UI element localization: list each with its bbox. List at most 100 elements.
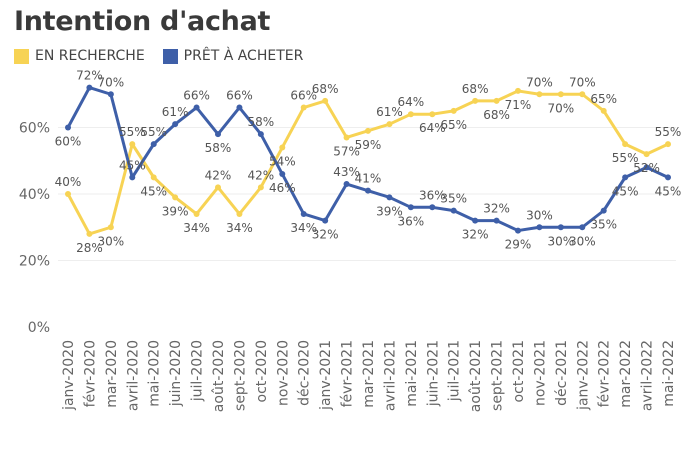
x-tick-label: déc-2021: [554, 340, 570, 406]
data-point: [343, 181, 350, 188]
data-point: [515, 227, 521, 234]
data-point: [65, 124, 71, 131]
data-point: [665, 174, 671, 181]
data-point: [236, 104, 243, 111]
data-label: 45%: [655, 184, 682, 198]
data-point: [86, 230, 93, 237]
data-label: 40%: [55, 175, 82, 189]
data-point: [579, 224, 586, 231]
data-label: 64%: [398, 95, 425, 109]
data-label: 36%: [398, 214, 425, 228]
data-label: 61%: [162, 105, 189, 119]
data-point: [386, 121, 393, 128]
data-label: 72%: [76, 69, 103, 83]
x-tick-label: mai-2022: [661, 340, 677, 407]
data-label: 30%: [548, 234, 575, 248]
legend-label-pret-a-acheter: PRÊT À ACHETER: [183, 48, 304, 64]
data-label: 52%: [633, 161, 660, 175]
data-point: [579, 91, 586, 98]
data-label: 60%: [55, 135, 82, 149]
data-point: [386, 194, 393, 201]
data-point: [150, 141, 157, 148]
x-tick-label: août-2020: [211, 340, 227, 412]
legend-label-en-recherche: EN RECHERCHE: [35, 48, 145, 64]
legend: EN RECHERCHE PRÊT À ACHETER: [14, 48, 321, 64]
data-point: [407, 204, 414, 211]
data-label: 70%: [569, 75, 596, 89]
data-point: [172, 121, 179, 128]
data-point: [536, 91, 543, 98]
data-point: [407, 111, 414, 118]
data-point: [515, 87, 521, 94]
x-tick-label: janv-2022: [575, 340, 591, 411]
data-point: [450, 107, 457, 114]
data-point: [300, 210, 307, 217]
data-point: [472, 217, 479, 224]
data-point: [86, 84, 93, 91]
data-point: [643, 164, 650, 171]
data-label: 54%: [269, 154, 296, 168]
data-label: 36%: [419, 188, 446, 202]
data-label: 34%: [290, 221, 317, 235]
data-point: [557, 224, 564, 231]
data-point: [343, 134, 350, 141]
x-tick-label: avril-2022: [640, 340, 656, 411]
x-tick-label: mai-2021: [404, 340, 420, 407]
data-label: 39%: [376, 204, 403, 218]
data-label: 39%: [162, 204, 189, 218]
data-point: [107, 91, 114, 98]
data-label: 28%: [76, 241, 103, 255]
data-point: [365, 187, 371, 194]
data-label: 58%: [205, 141, 232, 155]
data-label: 35%: [590, 218, 617, 232]
data-label: 30%: [526, 208, 553, 222]
data-label: 57%: [333, 144, 360, 158]
x-tick-label: mai-2020: [147, 340, 163, 407]
legend-item-en-recherche: EN RECHERCHE: [14, 48, 145, 64]
data-label: 46%: [269, 181, 296, 195]
data-label: 45%: [119, 158, 146, 172]
data-point: [665, 141, 671, 148]
data-point: [600, 107, 607, 114]
x-tick-label: mar-2020: [104, 340, 120, 408]
x-tick-label: oct-2021: [511, 340, 527, 402]
legend-item-pret-a-acheter: PRÊT À ACHETER: [162, 48, 304, 64]
data-point: [536, 224, 543, 231]
data-label: 30%: [98, 234, 125, 248]
data-point: [279, 144, 286, 151]
data-label: 55%: [119, 125, 146, 139]
x-tick-label: juin-2021: [425, 340, 441, 407]
legend-swatch-en-recherche: [14, 48, 29, 64]
data-point: [193, 104, 200, 111]
data-label: 32%: [312, 228, 339, 242]
data-label: 66%: [183, 89, 210, 103]
data-point: [150, 174, 157, 181]
data-point: [450, 207, 457, 214]
y-tick-label: 60%: [19, 121, 50, 137]
data-label: 70%: [526, 75, 553, 89]
data-point: [643, 151, 650, 158]
y-tick-label: 0%: [28, 320, 50, 336]
legend-swatch-pret-a-acheter: [162, 48, 178, 64]
data-label: 64%: [419, 121, 446, 135]
data-label: 43%: [333, 165, 360, 179]
data-label: 42%: [205, 168, 232, 182]
data-label: 66%: [226, 89, 253, 103]
data-point: [622, 174, 629, 181]
x-tick-label: juil-2021: [447, 340, 463, 402]
data-label: 34%: [183, 221, 210, 235]
data-label: 45%: [140, 184, 167, 198]
data-point: [215, 131, 221, 138]
data-label: 68%: [462, 82, 489, 96]
data-point: [322, 217, 329, 224]
x-tick-label: nov-2021: [532, 340, 548, 406]
data-label: 42%: [248, 168, 275, 182]
data-point: [129, 174, 136, 181]
data-point: [557, 91, 564, 98]
data-label: 30%: [569, 234, 596, 248]
x-tick-label: avril-2021: [382, 340, 398, 411]
data-point: [107, 224, 114, 231]
x-tick-label: févr-2021: [340, 340, 356, 407]
data-label: 66%: [290, 89, 317, 103]
